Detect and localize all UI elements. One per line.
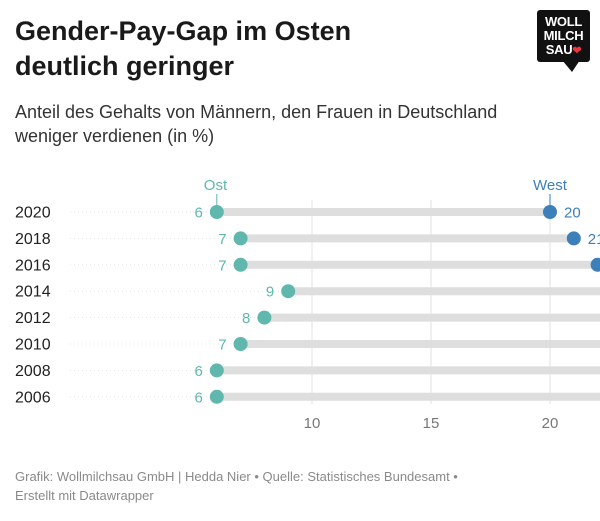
logo-speech-tail [562, 60, 580, 72]
category-label-2018: 2018 [15, 231, 51, 248]
ost-value-label-2016: 7 [218, 257, 226, 274]
category-label-2012: 2012 [15, 310, 51, 327]
ost-dot-2016 [233, 257, 248, 272]
x-tick-label-15: 15 [423, 415, 440, 432]
heart-icon: ❤ [572, 45, 582, 57]
chart-title: Gender-Pay-Gap im Osten deutlich geringe… [15, 14, 495, 84]
ost-value-label-2018: 7 [218, 231, 226, 248]
footer-credit: Grafik: Wollmilchsau GmbH | Hedda Nier •… [15, 469, 458, 484]
category-label-2014: 2014 [15, 284, 51, 301]
title-line-1: Gender-Pay-Gap im Osten [15, 16, 352, 46]
footer-tool: Erstellt mit Datawrapper [15, 488, 154, 503]
category-label-2016: 2016 [15, 257, 51, 274]
ost-value-label-2020: 6 [194, 205, 202, 222]
category-label-2010: 2010 [15, 337, 51, 354]
category-label-2006: 2006 [15, 389, 51, 406]
logo-text-1: WOLL [544, 14, 583, 29]
series-label-west: West [533, 177, 568, 194]
chart-footer: Grafik: Wollmilchsau GmbH | Hedda Nier •… [15, 467, 585, 505]
ost-dot-2014 [281, 284, 296, 299]
category-label-2020: 2020 [15, 205, 51, 222]
west-value-label-2020: 20 [564, 205, 581, 222]
ost-value-label-2006: 6 [194, 389, 202, 406]
ost-dot-2020 [209, 205, 224, 219]
x-tick-label-10: 10 [304, 415, 321, 432]
chart-subtitle: Anteil des Gehalts von Männern, den Frau… [15, 100, 560, 148]
west-dot-2018 [566, 231, 581, 246]
title-line-2: deutlich geringer [15, 51, 235, 81]
west-value-label-2018: 21 [588, 231, 600, 248]
logo-text-2: MILCH [543, 28, 584, 43]
west-dot-2020 [543, 205, 557, 219]
ost-dot-2008 [209, 363, 224, 378]
ost-value-label-2014: 9 [266, 284, 274, 301]
wollmilchsau-logo: WOLL MILCH SAU❤ [537, 10, 590, 62]
ost-value-label-2012: 8 [242, 310, 250, 327]
west-dot-2016 [590, 257, 600, 272]
subtitle-line-1: Anteil des Gehalts von Männern, den Frau… [15, 102, 498, 122]
series-label-ost: Ost [204, 177, 228, 194]
logo-text-3-row: SAU❤ [537, 43, 590, 58]
ost-dot-2018 [233, 231, 248, 246]
ost-dot-2012 [257, 310, 272, 325]
ost-value-label-2008: 6 [194, 363, 202, 380]
x-tick-label-20: 20 [542, 415, 559, 432]
logo-text-3: SAU [545, 42, 573, 57]
category-label-2008: 2008 [15, 363, 51, 380]
ost-dot-2010 [233, 337, 248, 351]
ost-dot-2006 [209, 389, 224, 404]
subtitle-line-2: weniger verdienen (in %) [15, 126, 215, 146]
ost-value-label-2010: 7 [218, 337, 226, 354]
